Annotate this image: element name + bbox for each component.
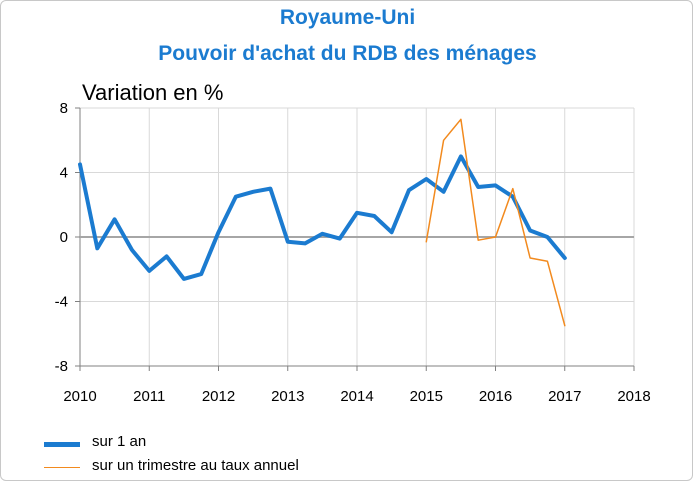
series-line-sur-1-an <box>78 154 567 281</box>
x-tick-label: 2010 <box>63 388 96 405</box>
y-tick-label: 4 <box>60 165 68 182</box>
x-tick-label: 2017 <box>548 388 581 405</box>
x-tick-label: 2016 <box>479 388 512 405</box>
legend-swatch-blue <box>44 442 80 447</box>
chart-title: Royaume-Uni <box>279 6 416 29</box>
legend-swatch-orange <box>44 467 80 468</box>
x-tick-label: 2012 <box>202 388 235 405</box>
chart-subtitle: Pouvoir d'achat du RDB des ménages <box>158 42 537 65</box>
y-tick-label: 0 <box>60 229 68 246</box>
x-tick-label: 2015 <box>410 388 443 405</box>
x-tick-label: 2018 <box>617 388 650 405</box>
x-tick-label: 2011 <box>133 388 165 405</box>
x-tick-label: 2013 <box>271 388 304 405</box>
y-tick-label: -4 <box>55 294 68 311</box>
y-tick-labels: 8 4 0 -4 -8 <box>55 100 68 375</box>
legend-label: sur 1 an <box>92 433 147 450</box>
x-tick-label: 2014 <box>340 388 373 405</box>
y-tick-label: -8 <box>55 358 68 375</box>
y-axis-label: Variation en % <box>82 80 224 105</box>
y-tick-label: 8 <box>60 100 68 117</box>
series-lines <box>78 118 567 327</box>
series-line-trimestre <box>425 118 566 327</box>
x-tick-labels: 2010 2011 2012 2013 2014 2015 2016 2017 2018 <box>63 388 650 405</box>
axes <box>75 107 635 371</box>
legend-label: sur un trimestre au taux annuel <box>92 457 299 474</box>
